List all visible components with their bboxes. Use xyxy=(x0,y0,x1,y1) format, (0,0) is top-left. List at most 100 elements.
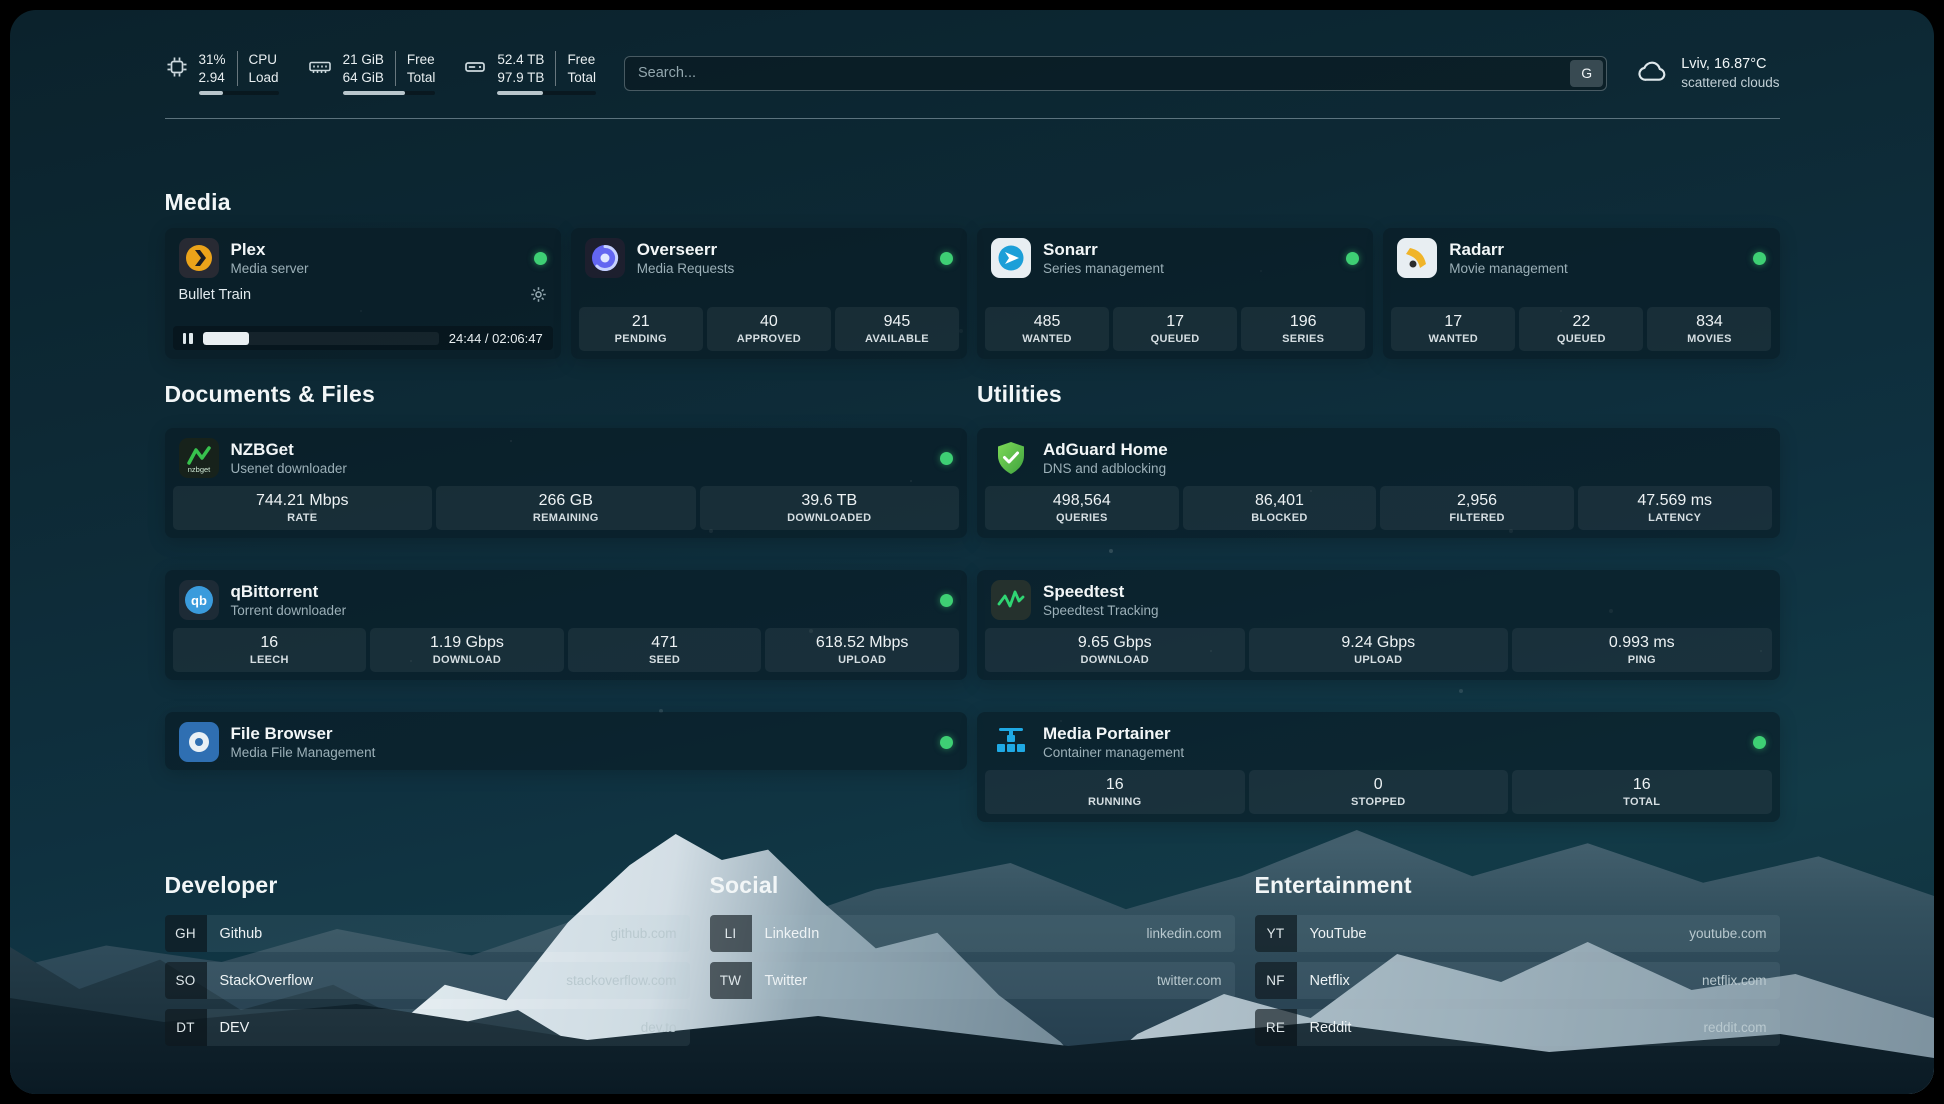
divider-vertical xyxy=(394,50,396,87)
app-card-adguard[interactable]: AdGuard Home DNS and adblocking 498,564 Q… xyxy=(977,428,1780,538)
app-subtitle: Container management xyxy=(1043,745,1185,760)
resource-widgets: 31% 2.94 CPU Load xyxy=(165,50,596,96)
adguard-icon xyxy=(991,438,1031,478)
weather-widget: Lviv, 16.87°C scattered clouds xyxy=(1635,55,1780,92)
bookmark-name: Twitter xyxy=(764,972,808,989)
status-dot xyxy=(940,451,953,465)
stat-download: 9.65 Gbps DOWNLOAD xyxy=(985,628,1245,672)
snow-speckles xyxy=(10,10,12,12)
stat-leech: 16 LEECH xyxy=(172,628,367,672)
topbar-divider xyxy=(164,118,1780,119)
app-subtitle: Media File Management xyxy=(230,745,376,760)
app-name: Media Portainer xyxy=(1043,724,1171,743)
app-name: File Browser xyxy=(230,724,333,743)
divider-vertical xyxy=(236,50,238,87)
bookmark-abbr: NF xyxy=(1254,962,1297,999)
stat-approved: 40 APPROVED xyxy=(706,307,831,351)
bookmark-stackoverflow[interactable]: SO StackOverflow stackoverflow.com xyxy=(164,962,690,999)
cloud-icon xyxy=(1635,55,1671,92)
app-subtitle: Series management xyxy=(1043,261,1164,276)
stat-upload: 618.52 Mbps UPLOAD xyxy=(765,628,959,672)
portainer-icon xyxy=(991,722,1031,762)
bookmark-twitter[interactable]: TW Twitter twitter.com xyxy=(709,962,1235,999)
app-subtitle: Speedtest Tracking xyxy=(1043,603,1159,618)
bookmark-url: linkedin.com xyxy=(1146,926,1222,941)
stat-queries: 498,564 QUERIES xyxy=(985,486,1179,530)
section-title-media: Media xyxy=(164,189,231,215)
bookmark-abbr: TW xyxy=(709,962,752,999)
app-subtitle: Usenet downloader xyxy=(230,461,347,476)
bookmark-dev[interactable]: DT DEV dev.to xyxy=(164,1009,690,1046)
stat-latency: 47.569 ms LATENCY xyxy=(1577,486,1772,530)
stat-rate: 744.21 Mbps RATE xyxy=(172,486,432,530)
bookmark-github[interactable]: GH Github github.com xyxy=(164,915,690,952)
stat-queued: 17 QUEUED xyxy=(1113,307,1238,351)
cpu-values: 31% 2.94 xyxy=(198,51,226,85)
ram-icon xyxy=(307,55,333,84)
section-media: Media Plex Media server Bullet xyxy=(164,189,1780,359)
stat-wanted: 485 WANTED xyxy=(985,307,1110,351)
stat-available: 945 AVAILABLE xyxy=(834,307,959,351)
bookmark-group-social: Social LI LinkedIn linkedin.com TW Twitt… xyxy=(709,872,1235,1046)
search-bar: G xyxy=(623,55,1608,91)
bookmark-abbr: LI xyxy=(709,915,752,952)
app-card-portainer[interactable]: Media Portainer Container management 16 R… xyxy=(977,712,1780,822)
gear-icon[interactable] xyxy=(530,286,547,303)
bookmark-url: twitter.com xyxy=(1156,973,1222,988)
sonarr-icon xyxy=(991,238,1031,278)
cpu-labels: CPU Load xyxy=(248,51,279,85)
filebrowser-icon xyxy=(178,722,219,762)
stat-downloaded: 39.6 TB DOWNLOADED xyxy=(699,486,959,530)
stat-seed: 471 SEED xyxy=(567,628,762,672)
overseerr-icon xyxy=(584,238,625,278)
bookmark-linkedin[interactable]: LI LinkedIn linkedin.com xyxy=(709,915,1235,952)
bookmark-name: LinkedIn xyxy=(764,925,820,942)
weather-location: Lviv, 16.87°C xyxy=(1681,55,1767,72)
now-playing-title: Bullet Train xyxy=(178,286,252,303)
stat-pending: 21 PENDING xyxy=(578,307,703,351)
app-card-nzbget[interactable]: nzbget NZBGet Usenet downloader 744.21 M… xyxy=(164,428,967,538)
bookmark-youtube[interactable]: YT YouTube youtube.com xyxy=(1254,915,1780,952)
playback-progress[interactable] xyxy=(202,331,439,345)
cpu-widget: 31% 2.94 CPU Load xyxy=(165,50,279,96)
bookmark-group-developer: Developer GH Github github.com SO StackO… xyxy=(164,872,690,1046)
status-dot xyxy=(940,735,953,749)
section-title-entertainment: Entertainment xyxy=(1254,872,1412,898)
divider-vertical xyxy=(555,50,557,87)
bookmark-netflix[interactable]: NF Netflix netflix.com xyxy=(1254,962,1780,999)
stat-wanted: 17 WANTED xyxy=(1391,307,1516,351)
search-engine-button[interactable]: G xyxy=(1570,59,1604,87)
app-card-overseerr[interactable]: Overseerr Media Requests 21 PENDING 40 APP… xyxy=(570,228,967,359)
app-name: Plex xyxy=(230,240,266,259)
bookmark-reddit[interactable]: RE Reddit reddit.com xyxy=(1254,1009,1780,1046)
cpu-progress-bar xyxy=(198,91,279,96)
disk-icon xyxy=(463,55,487,84)
section-title-utilities: Utilities xyxy=(977,381,1062,407)
app-name: Overseerr xyxy=(636,240,718,259)
app-subtitle: Movie management xyxy=(1449,261,1568,276)
memory-labels: Free Total xyxy=(406,51,436,85)
bookmark-name: YouTube xyxy=(1309,925,1367,942)
bookmark-name: StackOverflow xyxy=(219,972,313,989)
section-utilities: Utilities AdGuard Home DNS and adblockin… xyxy=(977,381,1780,822)
svg-text:nzbget: nzbget xyxy=(187,465,210,474)
pause-button[interactable] xyxy=(173,332,203,344)
search-input[interactable] xyxy=(623,55,1608,91)
app-name: AdGuard Home xyxy=(1043,440,1168,459)
app-card-filebrowser[interactable]: File Browser Media File Management xyxy=(164,712,967,770)
status-dot xyxy=(940,593,953,607)
disk-widget: 52.4 TB 97.9 TB Free Total xyxy=(463,50,596,96)
bookmark-abbr: SO xyxy=(164,962,207,999)
app-name: Speedtest xyxy=(1043,582,1125,601)
bookmark-name: Github xyxy=(219,925,263,942)
bookmark-abbr: YT xyxy=(1254,915,1297,952)
app-card-radarr[interactable]: Radarr Movie management 17 WANTED 22 QUEUE… xyxy=(1383,228,1780,359)
bookmark-url: github.com xyxy=(610,926,677,941)
stat-running: 16 RUNNING xyxy=(985,770,1245,814)
app-card-plex[interactable]: Plex Media server Bullet Train xyxy=(164,228,561,359)
app-card-qbittorrent[interactable]: qb qBittorrent Torrent downloader 16 LEEC… xyxy=(164,570,967,680)
bookmark-url: stackoverflow.com xyxy=(566,973,677,988)
app-card-sonarr[interactable]: Sonarr Series management 485 WANTED 17 QUE… xyxy=(977,228,1374,359)
app-card-speedtest[interactable]: Speedtest Speedtest Tracking 9.65 Gbps DO… xyxy=(977,570,1780,680)
stat-filtered: 2,956 FILTERED xyxy=(1380,486,1574,530)
